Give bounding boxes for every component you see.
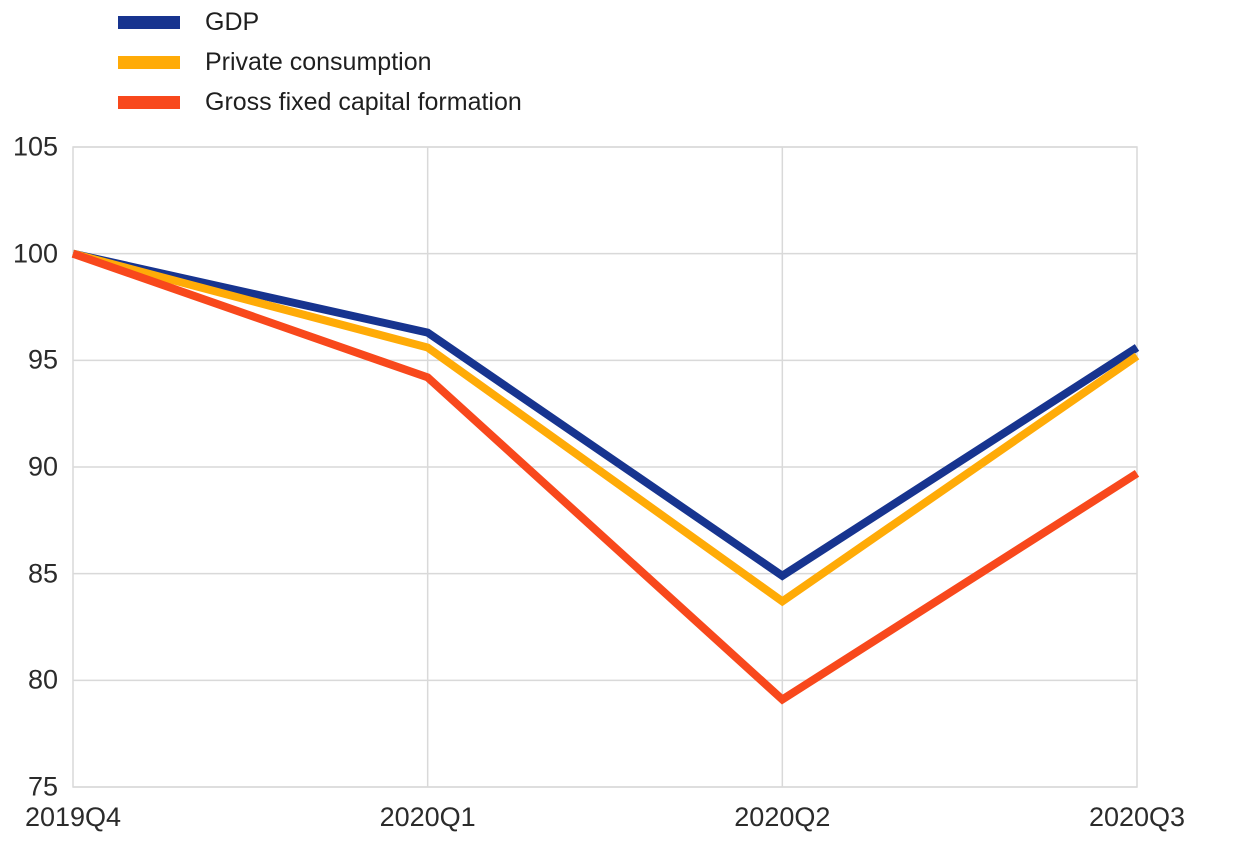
y-tick-label: 85 xyxy=(27,558,58,589)
y-tick-label: 100 xyxy=(12,238,58,269)
private-consumption-color-swatch xyxy=(118,55,180,69)
y-tick-label: 95 xyxy=(27,344,58,375)
x-tick-label: 2020Q1 xyxy=(379,802,476,832)
legend-label-gfcf: Gross fixed capital formation xyxy=(205,87,522,116)
legend-item-gdp: GDP xyxy=(118,2,522,42)
legend-item-gfcf: Gross fixed capital formation xyxy=(118,82,522,122)
series-line-1 xyxy=(71,249,1140,607)
gfcf-color-swatch xyxy=(118,95,180,109)
y-tick-label: 80 xyxy=(27,664,58,695)
legend-label-gdp: GDP xyxy=(205,7,260,36)
series-line-0 xyxy=(72,249,1140,581)
gdp-color-swatch xyxy=(118,15,180,29)
x-tick-label: 2020Q2 xyxy=(734,802,831,832)
x-tick-label: 2019Q4 xyxy=(24,802,122,832)
legend-label-private-consumption: Private consumption xyxy=(205,47,432,76)
legend-item-private-consumption: Private consumption xyxy=(118,42,522,82)
y-tick-label: 75 xyxy=(27,771,58,802)
legend: GDP Private consumption Gross fixed capi… xyxy=(118,2,522,122)
x-tick-label: 2020Q3 xyxy=(1088,802,1186,832)
plot-border xyxy=(72,146,1138,788)
y-tick-label: 105 xyxy=(12,131,58,162)
series-line-2 xyxy=(71,249,1140,705)
y-tick-label: 90 xyxy=(27,451,58,482)
